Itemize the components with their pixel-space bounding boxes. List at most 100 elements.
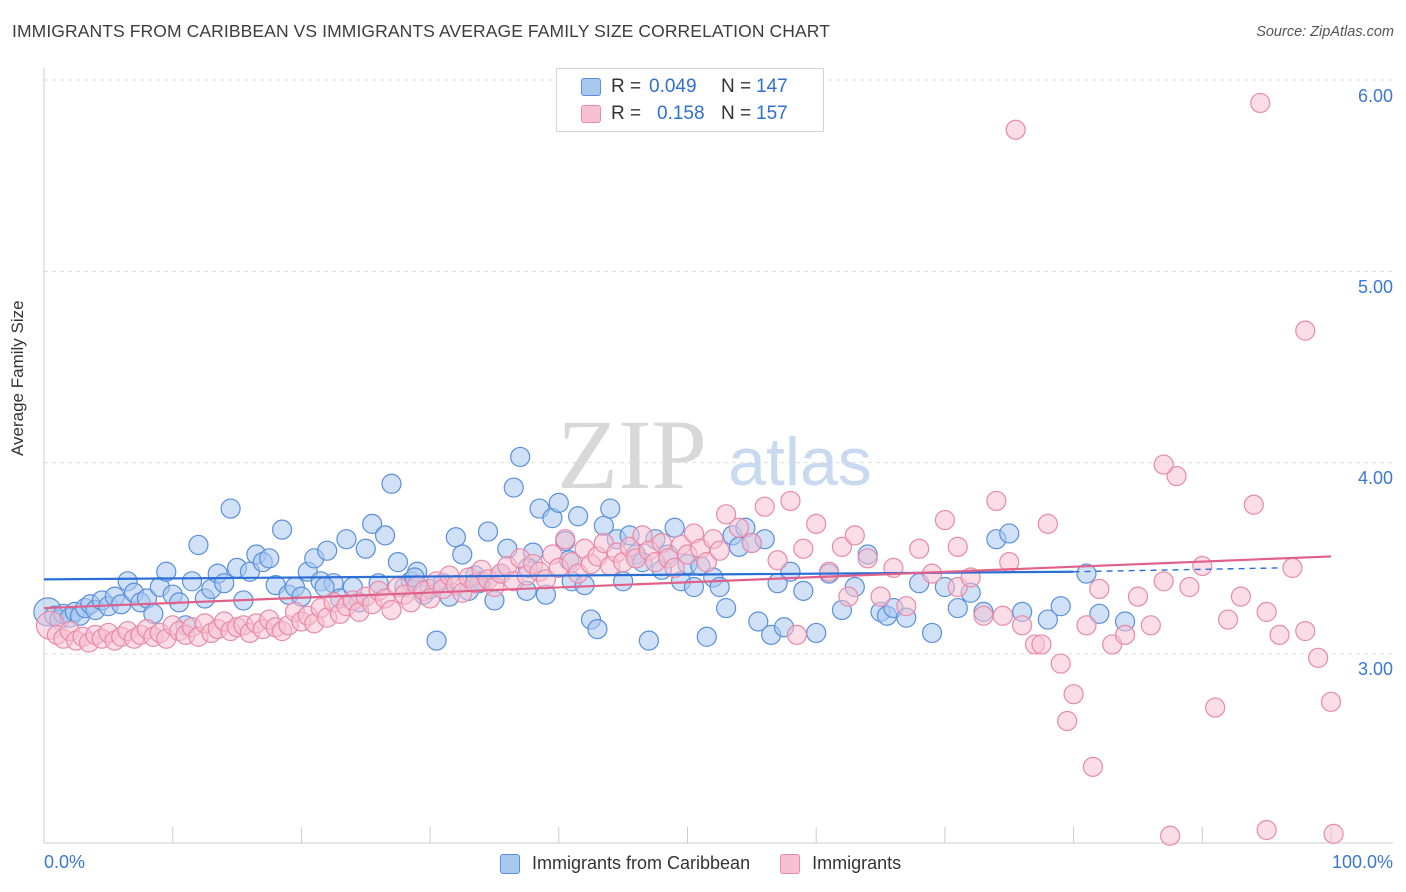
data-point (374, 525, 396, 546)
legend-label-immigrants: Immigrants (812, 853, 902, 873)
data-point (1082, 756, 1104, 777)
data-point (1282, 557, 1303, 579)
data-point (1114, 624, 1136, 645)
y-tick-label: 3.00 (1357, 659, 1393, 679)
watermark: ZIP atlas (557, 399, 872, 510)
data-point (1076, 615, 1097, 636)
n-value: 157 (756, 103, 788, 124)
data-point (548, 492, 569, 513)
data-point (947, 536, 968, 557)
data-point (452, 544, 473, 565)
data-point (1250, 92, 1271, 114)
data-point (503, 477, 524, 498)
y-axis-label: Average Family Size (8, 300, 27, 456)
data-point (156, 561, 177, 582)
data-point (741, 532, 762, 554)
data-point (381, 599, 402, 621)
data-point (818, 561, 840, 582)
data-point (857, 548, 878, 569)
data-point (220, 498, 241, 519)
data-point (896, 596, 917, 617)
data-point (780, 490, 801, 512)
data-point (754, 496, 775, 517)
data-point (1308, 647, 1329, 668)
data-point (1153, 454, 1174, 475)
series-immigrants-points (35, 92, 1344, 846)
data-point (1012, 615, 1033, 636)
data-point (1323, 823, 1344, 844)
data-point (1269, 624, 1290, 645)
data-point (664, 517, 685, 538)
y-tick-label: 6.00 (1357, 86, 1393, 106)
data-point (1127, 586, 1149, 607)
data-point (793, 580, 814, 601)
stats-legend-row-caribbean: R = 0.049 N = 147 (581, 74, 788, 100)
data-point (767, 550, 788, 571)
data-point (1057, 710, 1078, 732)
r-label: R = (611, 103, 642, 124)
data-point (214, 573, 235, 594)
trend-line-caribbean-extension (1073, 567, 1280, 573)
n-label: N = (721, 76, 752, 97)
data-point (696, 552, 717, 573)
data-point (568, 506, 589, 527)
data-point (1037, 513, 1058, 534)
data-point (1076, 563, 1097, 584)
data-point (587, 619, 608, 640)
data-point (1320, 691, 1342, 712)
data-point (1089, 603, 1110, 624)
data-point (1140, 615, 1161, 636)
data-point (947, 597, 968, 619)
data-point (188, 534, 209, 556)
data-point (1243, 494, 1264, 515)
trend-lines (43, 555, 1332, 610)
data-point (999, 523, 1020, 544)
data-point (477, 521, 499, 542)
data-point (934, 509, 956, 531)
data-point (1063, 684, 1084, 705)
data-point (259, 548, 280, 569)
data-point (1256, 819, 1277, 841)
data-point (271, 519, 293, 540)
legend-swatch-blue (581, 78, 601, 96)
data-point (728, 517, 750, 538)
data-point (1050, 596, 1071, 617)
data-point (1217, 609, 1239, 630)
data-point (1153, 571, 1174, 592)
data-point (381, 473, 402, 494)
legend-swatch-immigrants (780, 853, 801, 874)
trend-line-immigrants (43, 555, 1332, 610)
data-point (355, 538, 376, 559)
data-point (1295, 320, 1316, 341)
data-point (709, 576, 730, 598)
data-point (838, 586, 859, 607)
data-point (1179, 576, 1200, 598)
watermark-atlas: atlas (728, 424, 872, 500)
data-point (181, 571, 203, 592)
r-label: R = (611, 76, 642, 97)
data-point (909, 538, 930, 559)
data-point (1037, 609, 1058, 630)
r-value: 0.049 (649, 76, 697, 97)
stats-legend-row-immigrants: R = 0.158 N = 157 (581, 101, 788, 127)
x-tick-label-max: 100.0% (1331, 852, 1393, 872)
data-point (844, 525, 865, 546)
n-label: N = (721, 103, 752, 124)
data-point (600, 498, 621, 519)
data-point (1295, 620, 1316, 642)
data-point (716, 504, 737, 525)
r-value: 0.158 (657, 103, 705, 124)
data-point (806, 513, 827, 534)
data-point (986, 490, 1007, 512)
axes (43, 68, 1393, 844)
data-point (748, 611, 769, 632)
data-point (638, 630, 659, 651)
watermark-zip: ZIP (557, 399, 707, 510)
data-point (786, 624, 807, 645)
data-point (555, 529, 576, 550)
data-point (510, 446, 531, 468)
series-legend: Immigrants from Caribbean Immigrants (500, 853, 901, 874)
data-point (831, 536, 853, 557)
data-point (716, 597, 737, 619)
data-point (921, 622, 943, 644)
